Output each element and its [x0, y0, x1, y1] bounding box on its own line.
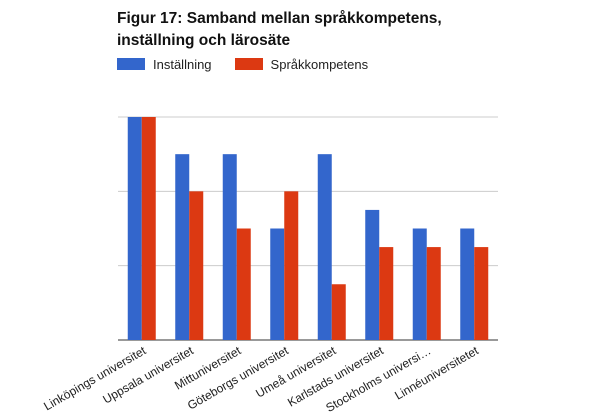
legend-swatch-sprakkompetens: [234, 58, 263, 70]
legend: Inställning Språkkompetens: [117, 55, 391, 73]
bar-sprakkompetens[interactable]: [189, 191, 204, 340]
bar-installning[interactable]: [317, 154, 332, 340]
bar-installning[interactable]: [127, 117, 142, 340]
legend-item-sprakkompetens[interactable]: Språkkompetens: [234, 56, 369, 72]
bar-sprakkompetens[interactable]: [379, 247, 394, 340]
bar-installning[interactable]: [365, 209, 380, 340]
legend-item-installning[interactable]: Inställning: [117, 57, 212, 72]
bar-installning[interactable]: [222, 154, 237, 340]
bar-installning[interactable]: [412, 228, 427, 341]
x-tick-label: Linnéuniversitetet: [392, 343, 481, 402]
bar-sprakkompetens[interactable]: [331, 284, 346, 340]
bar-sprakkompetens[interactable]: [141, 117, 156, 340]
bar-sprakkompetens[interactable]: [426, 247, 441, 340]
bar-sprakkompetens[interactable]: [236, 228, 251, 341]
bar-installning[interactable]: [270, 228, 285, 341]
bar-sprakkompetens[interactable]: [474, 247, 489, 340]
bar-sprakkompetens[interactable]: [284, 191, 299, 340]
chart-title: Figur 17: Samband mellan språkkompetens,…: [117, 10, 442, 49]
legend-label-sprakkompetens: Språkkompetens: [270, 56, 369, 72]
bar-installning[interactable]: [175, 154, 190, 340]
legend-swatch-installning: [117, 58, 145, 70]
bar-installning[interactable]: [460, 228, 475, 341]
legend-label-installning: Inställning: [153, 56, 212, 72]
